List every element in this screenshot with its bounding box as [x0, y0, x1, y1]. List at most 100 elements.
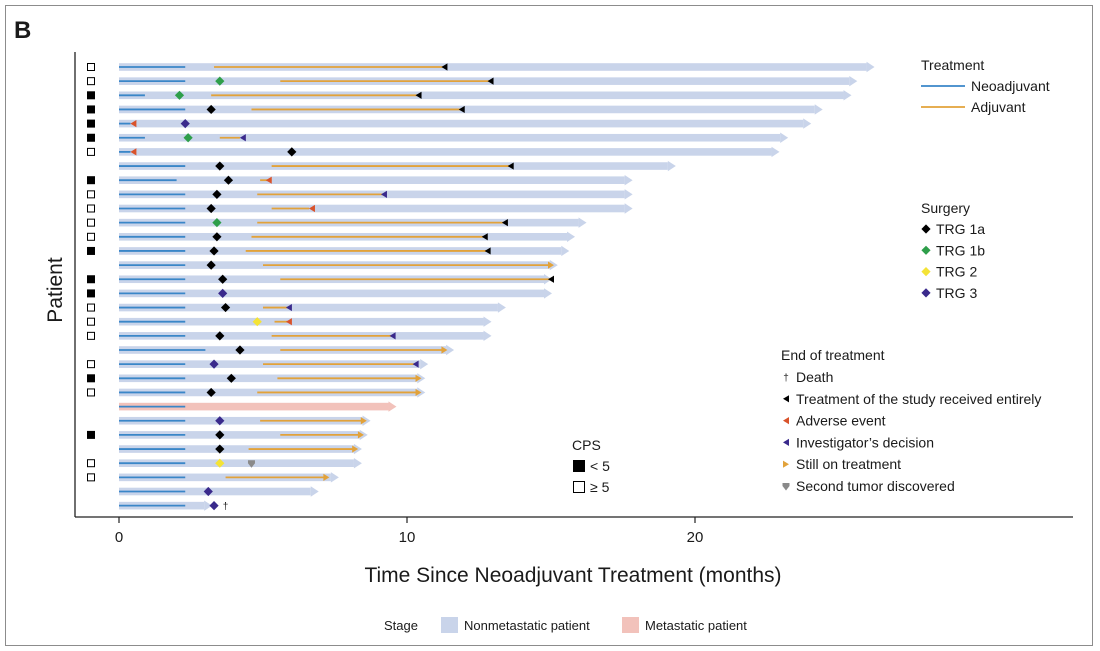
stage-bar-arrow — [578, 217, 587, 228]
legend-nonmetastatic-swatch — [441, 617, 458, 633]
figure-frame — [5, 5, 1093, 646]
y-axis-label: Patient — [44, 257, 67, 323]
cps-box-ge5 — [87, 459, 95, 468]
patient-row — [119, 486, 319, 497]
surgery-marker-trg-2 — [252, 317, 262, 327]
patient-row — [119, 160, 676, 172]
patient-row — [119, 90, 852, 101]
legend-end-ae-icon — [783, 417, 789, 425]
stage-bar — [119, 289, 544, 298]
stage-bar-arrow — [483, 316, 492, 327]
cps-box-lt5 — [87, 246, 95, 255]
outcome-marker-entire — [501, 219, 508, 227]
legend-end-inv-label: Investigator’s decision — [796, 434, 934, 450]
patient-row — [119, 415, 371, 426]
outcome-marker-still — [360, 417, 367, 425]
surgery-marker-trg-1a — [215, 331, 225, 341]
stage-bar-arrow — [310, 486, 319, 497]
patient-row — [119, 429, 368, 441]
outcome-marker-entire — [507, 162, 514, 170]
outcome-marker-still — [548, 261, 554, 269]
surgery-marker-trg-1a — [235, 345, 245, 355]
surgery-marker-trg-1a — [206, 104, 216, 115]
legend-cps-title: CPS — [572, 437, 601, 453]
outcome-marker-entire — [441, 63, 448, 71]
cps-box-lt5 — [87, 176, 95, 185]
surgery-marker-trg-1a — [206, 260, 216, 270]
stage-bar-arrow — [843, 90, 852, 101]
stage-bar — [119, 487, 311, 496]
legend-end-entire-icon — [783, 395, 789, 403]
patient-row: † — [119, 500, 229, 513]
surgery-marker-trg-1a — [223, 175, 234, 185]
stage-bar-arrow — [780, 132, 789, 143]
legend-cps-lt5-icon — [573, 460, 585, 472]
legend-stage-title: Stage — [384, 618, 418, 633]
legend-end-still-icon — [783, 460, 789, 468]
legend-trg-1b-label: TRG 1b — [936, 242, 985, 258]
stage-bar-arrow — [667, 160, 676, 172]
surgery-marker-trg-3 — [218, 288, 228, 298]
surgery-marker-trg-1a — [226, 373, 236, 383]
stage-bar — [119, 303, 498, 312]
outcome-marker-still — [415, 388, 422, 397]
legend-end-tumor-icon — [782, 483, 790, 491]
outcome-marker-entire — [487, 77, 494, 85]
legend-surgery-title: Surgery — [921, 200, 970, 216]
surgery-marker-trg-1a — [215, 161, 225, 171]
cps-box-ge5 — [87, 190, 95, 199]
patient-row — [119, 472, 339, 483]
outcome-marker-still — [415, 374, 422, 382]
stage-bar-arrow — [849, 75, 858, 87]
stage-bar-arrow — [814, 104, 823, 115]
cps-box-ge5 — [87, 147, 95, 156]
stage-bar — [119, 119, 804, 128]
patient-row — [119, 302, 506, 313]
stage-bar-arrow — [624, 189, 633, 200]
outcome-marker-inv — [412, 360, 419, 368]
cps-box-lt5 — [87, 133, 95, 142]
surgery-marker-trg-1a — [287, 147, 297, 157]
surgery-marker-trg-1a — [215, 430, 225, 440]
patient-row — [119, 245, 570, 257]
stage-bar — [119, 402, 389, 411]
stage-bar-arrow — [544, 288, 552, 299]
stage-bar — [119, 148, 772, 156]
outcome-marker-ae — [285, 318, 292, 326]
surgery-marker-trg-3 — [209, 501, 219, 511]
surgery-marker-trg-1b — [174, 90, 185, 100]
patient-row — [119, 132, 789, 143]
patient-row — [119, 316, 492, 327]
stage-bar-arrow — [446, 344, 455, 356]
patient-row — [119, 259, 558, 271]
stage-bar — [119, 63, 867, 71]
cps-box-lt5 — [87, 119, 95, 128]
stage-bar-arrow — [771, 146, 780, 158]
outcome-marker-ae — [130, 120, 137, 128]
stage-bar — [119, 133, 781, 142]
patient-row — [119, 274, 554, 285]
surgery-marker-trg-1a — [215, 444, 225, 454]
legend-end-inv-icon — [783, 438, 789, 446]
surgery-marker-trg-1a — [206, 387, 216, 398]
stage-bar-arrow — [567, 231, 576, 242]
patient-row — [119, 330, 492, 342]
patient-row — [119, 458, 362, 469]
stage-bar-arrow — [866, 61, 875, 73]
stage-bar — [119, 317, 484, 326]
surgery-marker-trg-1a — [220, 302, 231, 313]
legend-cps-ge5-icon — [573, 481, 585, 493]
cps-box-ge5 — [87, 218, 95, 227]
legend-metastatic-swatch — [622, 617, 639, 633]
patient-row — [119, 387, 426, 398]
surgery-marker-trg-1b — [212, 218, 222, 228]
surgery-marker-trg-2 — [215, 458, 225, 468]
outcome-marker-tumor — [247, 460, 255, 468]
outcome-marker-ae — [308, 204, 315, 213]
cps-box-lt5 — [87, 275, 95, 284]
patient-row — [119, 118, 812, 129]
legend-trg-1b-icon — [921, 245, 931, 255]
patient-row — [119, 373, 426, 384]
outcome-marker-death: † — [223, 502, 229, 513]
legend-cps-lt5-label: < 5 — [590, 458, 610, 474]
